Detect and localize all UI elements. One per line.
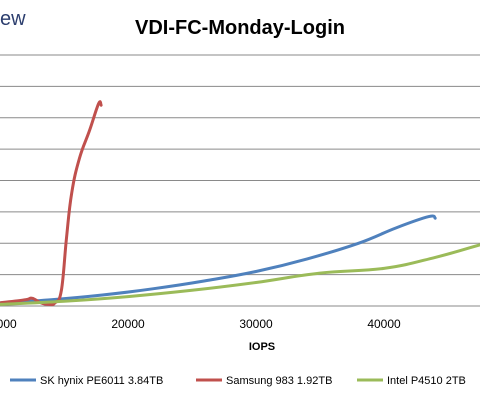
x-tick-label: 10000 — [0, 317, 17, 331]
x-tick-label: 20000 — [111, 317, 145, 331]
legend: SK hynix PE6011 3.84TB Samsung 983 1.92TB… — [10, 375, 466, 387]
chart-title: VDI-FC-Monday-Login — [135, 17, 345, 39]
legend-entry: Samsung 983 1.92TB — [226, 375, 332, 387]
legend-entry: SK hynix PE6011 3.84TB — [40, 375, 163, 387]
x-tick-labels: 10000 20000 30000 40000 — [0, 317, 401, 331]
gridlines — [0, 54, 480, 307]
x-tick-label: 40000 — [367, 317, 401, 331]
legend-entry: Intel P4510 2TB — [387, 375, 466, 387]
series-line-1 — [0, 214, 437, 305]
series-lines — [0, 100, 480, 307]
series-line-3 — [0, 243, 480, 306]
brand-logo-fragment: ew — [0, 8, 26, 30]
x-axis-label: IOPS — [249, 341, 275, 353]
x-tick-label: 30000 — [239, 317, 273, 331]
series-line-2 — [0, 100, 103, 307]
